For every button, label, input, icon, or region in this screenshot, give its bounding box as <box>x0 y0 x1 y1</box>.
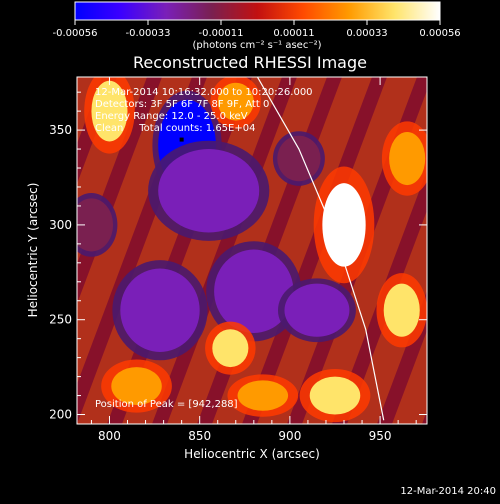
heatmap-blob-negative <box>214 249 294 333</box>
heatmap-band <box>392 330 427 424</box>
colorbar <box>74 1 441 21</box>
colorbar-tick-label: -0.00011 <box>199 28 244 39</box>
heatmap-band <box>437 77 500 424</box>
y-tick-label: 200 <box>49 408 72 422</box>
y-tick-label: 350 <box>49 123 72 137</box>
heatmap-blob-negative <box>158 149 260 233</box>
heatmap-blob-positive <box>217 82 254 121</box>
colorbar-tick-label: 0.00033 <box>346 28 387 39</box>
x-tick-label: 950 <box>369 429 392 443</box>
x-tick-label: 850 <box>188 429 211 443</box>
y-tick-label: 250 <box>49 313 72 327</box>
colorbar-tick-label: -0.00033 <box>126 28 171 39</box>
heatmap-blob-positive <box>309 376 361 415</box>
x-tick-label: 800 <box>98 429 121 443</box>
solar-limb-curve <box>256 77 385 421</box>
y-axis-label: Heliocentric Y (arcsec) <box>26 183 40 318</box>
peak-marker <box>179 137 184 142</box>
info-total-counts: Clean Total counts: 1.65E+04 <box>95 123 255 134</box>
axes-ticks: 800 850 900 950 200 250 300 350 <box>49 77 427 443</box>
heatmap-blob-positive <box>111 367 162 406</box>
colorbar-tick-label: -0.00056 <box>53 28 98 39</box>
heatmap-blob-positive <box>237 380 289 411</box>
colorbar-ticks: -0.00056 -0.00033 -0.00011 0.00011 0.00033 0.… <box>53 20 461 39</box>
heatmap-blob-negative <box>120 268 200 352</box>
colorbar-tick-label: 0.00056 <box>419 28 460 39</box>
info-energy-range: Energy Range: 12.0 - 25.0 keV <box>95 111 248 122</box>
footer-timestamp: 12-Mar-2014 20:40 <box>400 486 496 497</box>
heatmap-band <box>0 77 12 424</box>
heatmap-blob-positive <box>91 80 128 142</box>
info-detectors: Detectors: 3F 5F 6F 7F 8F 9F, Att 0 <box>95 99 269 110</box>
x-tick-label: 900 <box>278 429 301 443</box>
y-tick-label: 300 <box>49 218 72 232</box>
x-axis-label: Heliocentric X (arcsec) <box>184 447 320 461</box>
heatmap-blob-negative <box>277 135 321 182</box>
info-time-range: 12-Mar-2014 10:16:32.000 to 10:20:26.000 <box>95 87 313 98</box>
heatmap-band <box>482 77 500 424</box>
colorbar-unit-label: (photons cm⁻² s⁻¹ asec⁻²) <box>192 40 321 51</box>
plot-frame <box>76 76 428 425</box>
heatmap-blob-negative <box>284 283 350 337</box>
heatmap-blob-positive <box>383 283 420 337</box>
heatmap-layer <box>0 77 500 424</box>
heatmap-blob-negative <box>77 198 114 252</box>
heatmap-blob-positive <box>389 131 426 186</box>
heatmap-blob-positive <box>322 183 366 267</box>
heatmap-blob-positive <box>212 329 249 368</box>
peak-position-label: Position of Peak = [942,288] <box>95 399 238 410</box>
colorbar-tick-label: 0.00011 <box>273 28 314 39</box>
chart-title: Reconstructed RHESSI Image <box>133 53 367 72</box>
